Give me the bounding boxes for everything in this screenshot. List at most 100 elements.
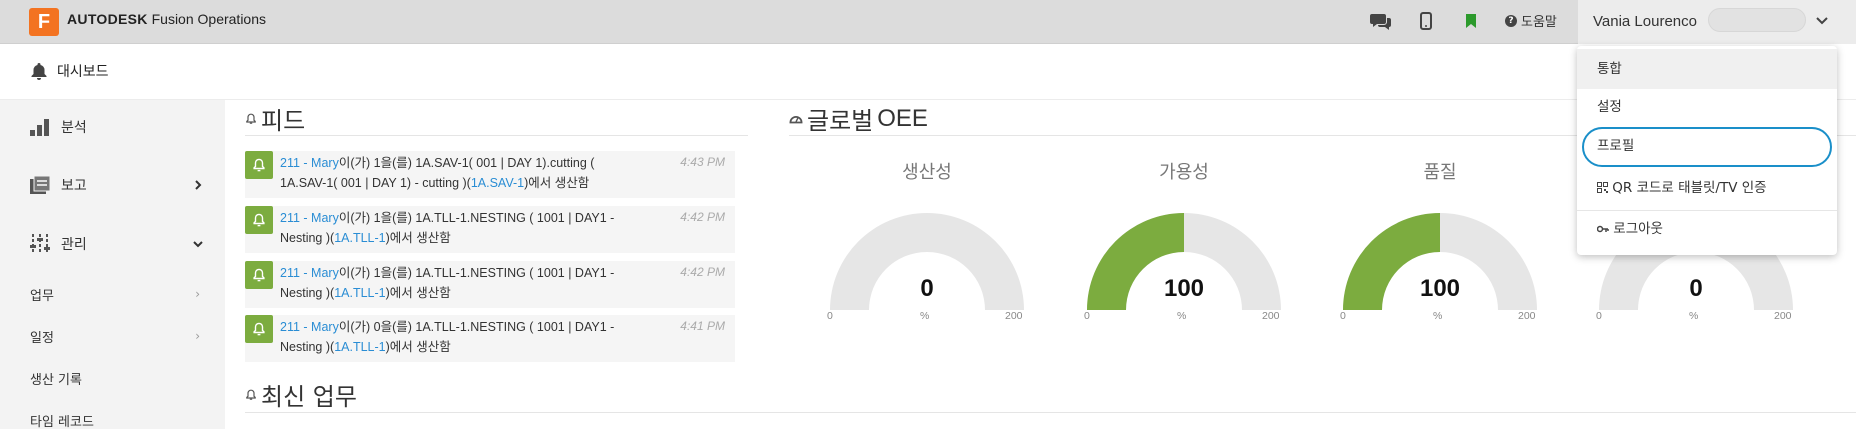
menu-item-integration[interactable]: 통합 <box>1577 49 1837 89</box>
menu-item-label: 프로필 <box>1597 138 1635 154</box>
user-menu-toggle[interactable]: Vania Lourenco <box>1578 0 1856 44</box>
gauge-icon <box>789 115 803 123</box>
help-icon: ? <box>1505 14 1517 27</box>
help-link[interactable]: ? 도움말 <box>1505 11 1557 30</box>
feed-time: 4:43 PM <box>680 155 725 169</box>
sidebar-item-label: 보고 <box>61 178 87 194</box>
feed-user-link[interactable]: 211 - Mary <box>280 156 339 170</box>
feed-item: 211 - Mary이(가) 0을(를) 1A.TLL-1.NESTING ( … <box>245 315 735 362</box>
menu-item-label: 로그아웃 <box>1613 221 1663 237</box>
sidebar-item-label: 분석 <box>61 120 87 136</box>
sidebar-subitem-schedule[interactable]: 일정 › <box>30 327 200 346</box>
feed-user-link[interactable]: 211 - Mary <box>280 320 339 334</box>
gauge-unit: % <box>920 310 930 322</box>
gauge-label: 생산성 <box>902 162 952 183</box>
feed-item: 211 - Mary이(가) 1을(를) 1A.TLL-1.NESTING ( … <box>245 206 735 253</box>
key-icon <box>1596 225 1609 233</box>
feed-user-link[interactable]: 211 - Mary <box>280 211 339 225</box>
feed-message: 이(가) 1을(를) 1A.TLL-1.NESTING ( 1001 | DAY… <box>280 266 615 300</box>
brand-autodesk: AUTODESK <box>67 11 148 27</box>
feed-title-text: 피드 <box>261 107 306 135</box>
gauge-min: 0 <box>1596 310 1602 322</box>
bell-icon <box>246 113 256 124</box>
feed-time: 4:42 PM <box>680 265 725 279</box>
sliders-icon <box>30 234 50 254</box>
gauge-value: 0 <box>1689 275 1703 302</box>
gauge-max: 200 <box>1518 310 1536 322</box>
bell-icon <box>246 389 256 400</box>
feed-user-link[interactable]: 211 - Mary <box>280 266 339 280</box>
latest-divider <box>245 412 1856 413</box>
feed-location-link[interactable]: 1A.TLL-1 <box>334 231 386 245</box>
fusion-logo[interactable]: F <box>29 8 59 36</box>
gauge-value: 100 <box>1419 275 1461 302</box>
feed-message: 이(가) 1을(를) 1A.TLL-1.NESTING ( 1001 | DAY… <box>280 211 615 245</box>
feed-location-link[interactable]: 1A.TLL-1 <box>334 340 386 354</box>
menu-item-logout[interactable]: 로그아웃 <box>1577 209 1837 249</box>
feed-title: 피드 <box>245 101 305 136</box>
sidebar-subitem-time-record[interactable]: 타임 레코드 <box>30 411 200 429</box>
oee-title-en: OEE <box>877 104 928 132</box>
sidebar-subitem-tasks[interactable]: 업무 › <box>30 285 200 304</box>
feed-message: 이(가) 1을(를) 1A.SAV-1( 001 | DAY 1).cuttin… <box>280 156 595 190</box>
feed-divider <box>245 135 748 136</box>
feed-location-link[interactable]: 1A.TLL-1 <box>334 286 386 300</box>
top-bar: F AUTODESK Fusion Operations ? 도움말 Vania… <box>0 0 1856 44</box>
qr-icon <box>1597 182 1608 193</box>
oee-gauge: 가용성 100 0% 200 <box>1074 155 1294 325</box>
menu-item-label: 통합 <box>1597 61 1622 77</box>
feed-message-end: )에서 생산함 <box>385 340 451 354</box>
dashboard-label: 대시보드 <box>57 64 109 80</box>
bell-icon <box>245 315 273 343</box>
oee-title: 글로벌 OEE <box>789 101 928 136</box>
gauge-arc <box>1087 213 1281 310</box>
oee-divider <box>789 135 1856 136</box>
gauge-label: 가용성 <box>1159 162 1209 183</box>
gauge-unit: % <box>1177 310 1187 322</box>
bell-icon <box>245 151 273 179</box>
gauge-arc <box>830 213 1024 310</box>
feed-item: 211 - Mary이(가) 1을(를) 1A.SAV-1( 001 | DAY… <box>245 151 735 198</box>
gauge-unit: % <box>1433 310 1443 322</box>
gauge-max: 200 <box>1005 310 1023 322</box>
sub-header: 대시보드 <box>0 44 1856 100</box>
feed-message-end: )에서 생산함 <box>385 286 451 300</box>
sidebar-item-analysis[interactable]: 분석 <box>29 117 204 137</box>
menu-divider <box>1577 210 1837 211</box>
feed-time: 4:41 PM <box>680 319 725 333</box>
dashboard-link[interactable]: 대시보드 <box>29 61 109 81</box>
menu-item-label: QR 코드로 태블릿/TV 인증 <box>1612 180 1767 196</box>
bar-chart-icon <box>30 119 49 136</box>
user-name: Vania Lourenco <box>1593 13 1697 30</box>
gauge-label: 품질 <box>1423 162 1457 183</box>
bell-icon <box>245 261 273 289</box>
sidebar-subitem-production-log[interactable]: 생산 기록 <box>30 369 200 388</box>
gauge-unit: % <box>1689 310 1699 322</box>
menu-item-profile[interactable]: 프로필 <box>1582 127 1832 167</box>
sidebar-item-manage[interactable]: 관리 <box>29 233 204 255</box>
menu-item-qr-auth[interactable]: QR 코드로 태블릿/TV 인증 <box>1577 168 1837 208</box>
chat-icon[interactable] <box>1370 10 1392 32</box>
sidebar-item-report[interactable]: 보고 <box>29 175 204 195</box>
gauge-value: 0 <box>920 275 934 302</box>
sidebar-subitem-label: 생산 기록 <box>30 373 82 388</box>
mobile-icon[interactable] <box>1420 10 1432 32</box>
help-label: 도움말 <box>1521 15 1557 30</box>
menu-item-settings[interactable]: 설정 <box>1577 87 1837 127</box>
gauge-fill <box>1087 213 1184 310</box>
sidebar-subitem-label: 타임 레코드 <box>30 415 94 429</box>
chevron-right-icon: › <box>195 329 200 343</box>
bookmark-icon[interactable] <box>1465 10 1477 32</box>
latest-tasks-title-text: 최신 업무 <box>261 383 357 411</box>
feed-time: 4:42 PM <box>680 210 725 224</box>
feed-item-text: 211 - Mary이(가) 1을(를) 1A.TLL-1.NESTING ( … <box>280 263 620 303</box>
feed-item-text: 211 - Mary이(가) 1을(를) 1A.TLL-1.NESTING ( … <box>280 208 620 248</box>
user-dropdown-menu: 통합 설정 프로필 QR 코드로 태블릿/TV 인증 로그아웃 <box>1577 46 1837 255</box>
gauge-min: 0 <box>1084 310 1090 322</box>
gauge-max: 200 <box>1774 310 1792 322</box>
sidebar: 분석 보고 관리 업무 › 일정 › 생산 기록 타임 레코드 <box>0 100 225 429</box>
chevron-down-icon <box>1814 13 1830 29</box>
gauge-value: 100 <box>1163 275 1205 302</box>
feed-location-link[interactable]: 1A.SAV-1 <box>470 176 525 190</box>
gauge-arc <box>1343 213 1537 310</box>
